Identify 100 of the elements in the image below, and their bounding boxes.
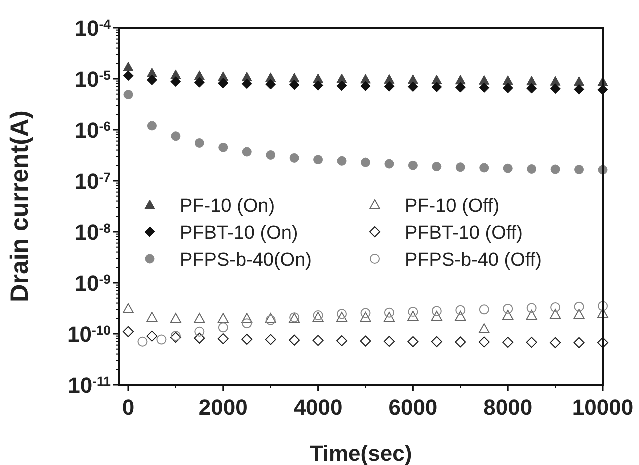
point — [502, 337, 514, 348]
point — [123, 62, 134, 72]
point — [242, 147, 252, 157]
x-tick-label: 8000 — [484, 395, 533, 420]
point — [122, 303, 134, 314]
point — [503, 304, 514, 314]
point — [194, 138, 204, 148]
point — [432, 162, 442, 172]
y-tick-label: 10$^{-4}$ — [74, 16, 112, 41]
point — [408, 336, 419, 348]
point — [550, 84, 561, 94]
point — [479, 82, 490, 94]
y-axis-title: Drain current(A) — [6, 110, 34, 302]
point — [526, 310, 538, 320]
point — [313, 80, 324, 91]
legend-label: PF-10 (Off) — [405, 196, 500, 217]
legend-label: PFBT-10 (On) — [180, 223, 298, 244]
point — [479, 75, 490, 85]
point — [503, 164, 513, 174]
point — [384, 312, 395, 322]
point — [456, 162, 466, 172]
point — [408, 307, 418, 317]
point — [360, 158, 370, 168]
legend-label: PFPS-b-40(On) — [180, 250, 312, 271]
point — [289, 334, 300, 346]
y-tick-label: 10$^{-5}$ — [74, 67, 111, 92]
point — [526, 303, 537, 314]
point — [598, 308, 608, 318]
point — [146, 330, 158, 342]
point — [550, 309, 562, 320]
point — [431, 336, 442, 348]
point — [384, 336, 395, 348]
point — [194, 326, 205, 337]
y-tick-label: 10$^{-9}$ — [74, 271, 111, 296]
point — [266, 150, 276, 160]
point — [170, 313, 182, 324]
point — [502, 310, 514, 320]
point — [360, 81, 371, 92]
point — [408, 311, 419, 322]
point — [242, 78, 252, 90]
point — [550, 337, 562, 348]
point — [156, 334, 167, 345]
point — [170, 76, 182, 88]
point — [290, 153, 300, 163]
point — [408, 160, 418, 170]
point — [194, 313, 206, 324]
x-tick-label: 4000 — [294, 395, 343, 420]
y-tick-label: 10$^{-6}$ — [74, 118, 111, 143]
point — [171, 132, 181, 142]
y-tick-label: 10$^{-10}$ — [67, 322, 111, 347]
x-tick-label: 0 — [122, 395, 135, 420]
point — [312, 335, 324, 346]
point — [194, 77, 205, 88]
point — [218, 322, 228, 333]
point — [550, 164, 560, 174]
point — [456, 305, 466, 316]
point — [266, 79, 276, 90]
point — [360, 308, 371, 318]
point — [550, 302, 561, 313]
point — [337, 309, 348, 320]
point — [574, 165, 584, 175]
legend-label: PFBT-10 (Off) — [405, 223, 523, 244]
point — [242, 334, 253, 346]
point — [146, 74, 158, 86]
point — [526, 83, 538, 94]
x-tick-label: 6000 — [388, 395, 438, 420]
point — [526, 337, 538, 348]
point — [265, 334, 276, 346]
point — [360, 312, 372, 322]
point — [480, 163, 490, 173]
point — [123, 70, 134, 82]
point — [242, 313, 253, 324]
point — [146, 312, 158, 322]
point — [479, 304, 490, 315]
point — [194, 332, 206, 344]
point — [218, 313, 229, 324]
y-tick-label: 10$^{-8}$ — [74, 220, 111, 245]
legend-label: PF-10 (On) — [180, 196, 276, 217]
point — [432, 306, 442, 316]
point — [598, 337, 608, 348]
point — [478, 336, 490, 348]
point — [384, 81, 395, 92]
legend-label: PFPS-b-40 (Off) — [405, 250, 542, 271]
point — [138, 336, 148, 347]
point — [384, 308, 394, 318]
x-tick-label: 2000 — [198, 395, 248, 420]
point — [337, 156, 347, 166]
point — [336, 335, 348, 346]
point — [432, 82, 442, 92]
point — [527, 164, 537, 174]
point — [242, 318, 252, 329]
point — [360, 336, 372, 347]
point — [408, 82, 418, 92]
point — [455, 336, 466, 348]
point — [478, 324, 490, 334]
point — [574, 84, 585, 95]
point — [218, 78, 229, 89]
point — [122, 326, 134, 338]
point — [336, 312, 348, 322]
point — [598, 301, 608, 312]
